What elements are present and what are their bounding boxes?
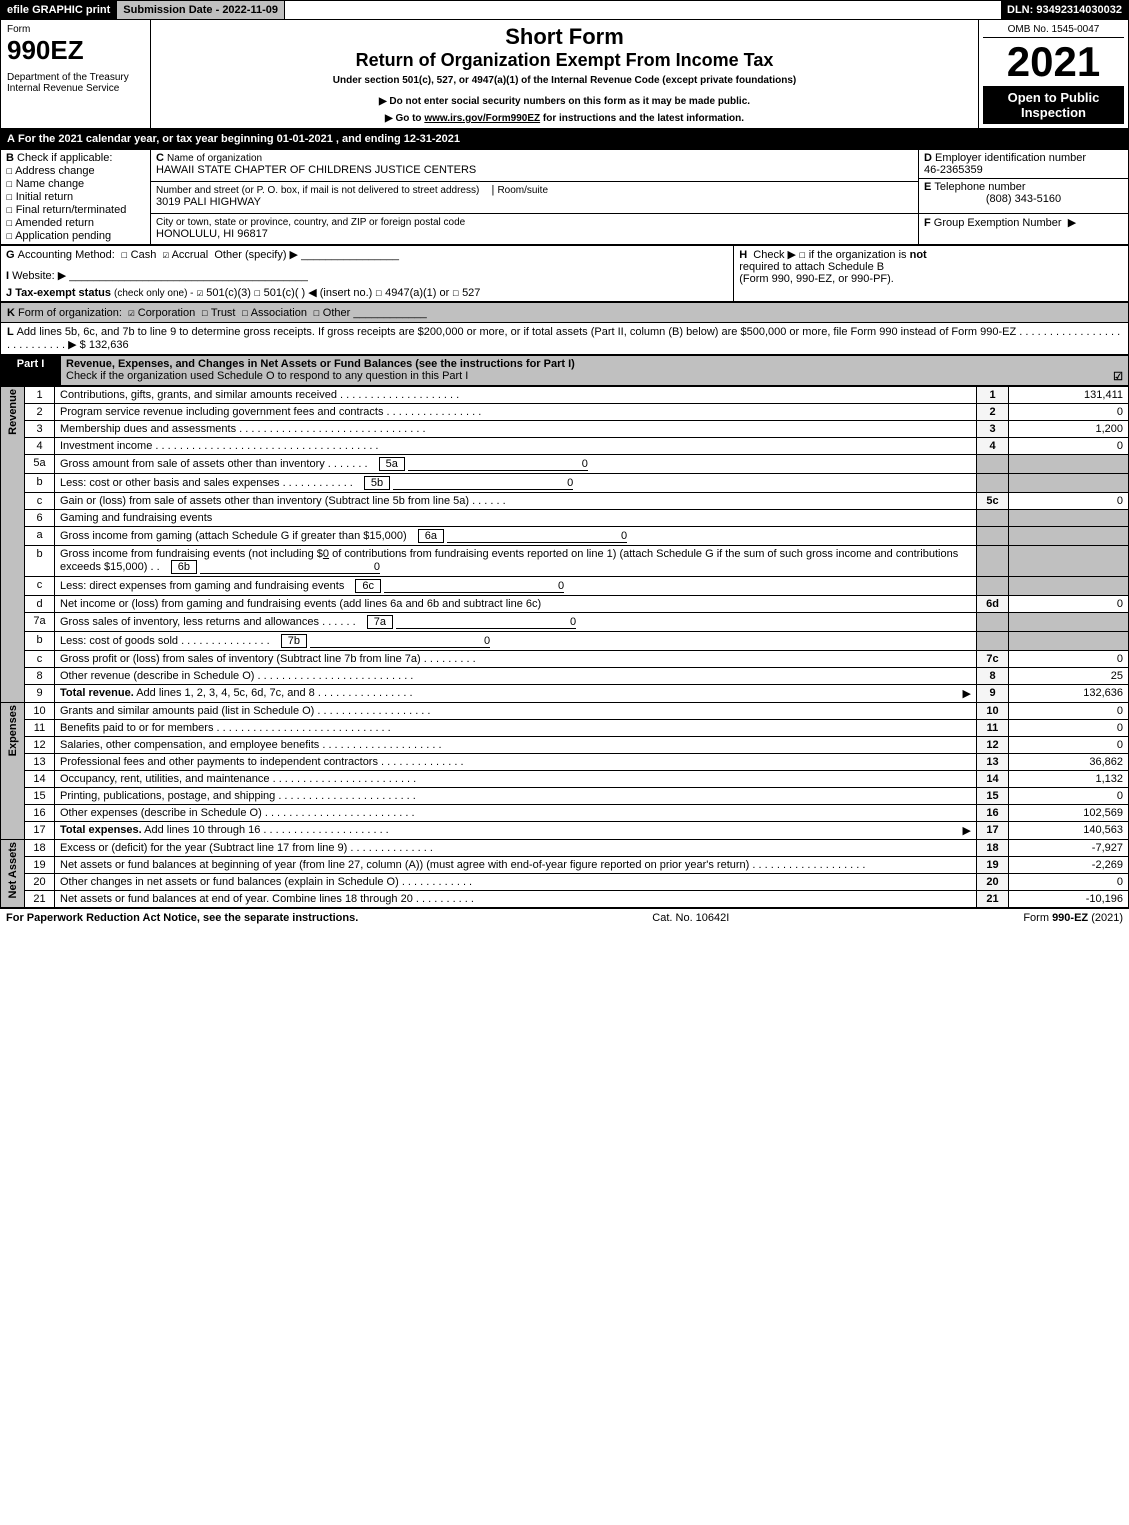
section-g: G Accounting Method: ☐ Cash ☑ Accrual Ot…	[1, 246, 734, 302]
form-number: 990EZ	[7, 35, 144, 66]
page-footer: For Paperwork Reduction Act Notice, see …	[0, 908, 1129, 927]
form-id-block: Form 990EZ Department of the Treasury In…	[1, 20, 151, 128]
net-assets-tab: Net Assets	[1, 840, 25, 908]
org-info-table: B Check if applicable: ☐ Address change …	[0, 149, 1129, 245]
expenses-tab: Expenses	[1, 703, 25, 840]
section-d-e: D Employer identification number 46-2365…	[919, 150, 1129, 214]
section-l: L Add lines 5b, 6c, and 7b to line 9 to …	[0, 323, 1129, 355]
goto-line: ▶ Go to www.irs.gov/Form990EZ for instru…	[155, 113, 974, 124]
part1-label: Part I	[1, 356, 61, 386]
top-bar: efile GRAPHIC print Submission Date - 20…	[0, 0, 1129, 20]
form-ref: Form 990-EZ (2021)	[1023, 912, 1123, 924]
dln: DLN: 93492314030032	[1001, 1, 1128, 19]
section-c-street: Number and street (or P. O. box, if mail…	[151, 182, 919, 214]
ssn-warning: ▶ Do not enter social security numbers o…	[155, 96, 974, 107]
short-form-title: Short Form	[155, 24, 974, 50]
irs: Internal Revenue Service	[7, 83, 144, 94]
form-word: Form	[7, 24, 144, 35]
section-f: F Group Exemption Number ▶	[919, 214, 1129, 245]
section-c-city: City or town, state or province, country…	[151, 214, 919, 245]
section-h: H Check ▶ ☐ if the organization is not r…	[734, 246, 1129, 302]
open-public: Open to Public Inspection	[983, 86, 1124, 124]
section-k: K Form of organization: ☑ Corporation ☐ …	[0, 302, 1129, 323]
tax-year: 2021	[983, 38, 1124, 86]
submission-date: Submission Date - 2022-11-09	[117, 1, 285, 19]
part1-header: Part I Revenue, Expenses, and Changes in…	[0, 355, 1129, 386]
section-b: B Check if applicable: ☐ Address change …	[1, 150, 151, 245]
part1-checkbox[interactable]: ☑	[1113, 370, 1123, 383]
efile-print[interactable]: efile GRAPHIC print	[1, 1, 117, 19]
revenue-tab: Revenue	[1, 387, 25, 703]
dept-treasury: Department of the Treasury	[7, 72, 144, 83]
year-block: OMB No. 1545-0047 2021 Open to Public In…	[978, 20, 1128, 128]
cat-no: Cat. No. 10642I	[652, 912, 729, 924]
irs-link[interactable]: www.irs.gov/Form990EZ	[424, 113, 540, 124]
title-block: Short Form Return of Organization Exempt…	[151, 20, 978, 128]
return-subtitle: Return of Organization Exempt From Incom…	[155, 50, 974, 71]
paperwork-notice: For Paperwork Reduction Act Notice, see …	[6, 912, 358, 924]
under-section: Under section 501(c), 527, or 4947(a)(1)…	[155, 75, 974, 86]
omb: OMB No. 1545-0047	[983, 24, 1124, 38]
section-c-name: C Name of organization HAWAII STATE CHAP…	[151, 150, 919, 182]
lines-table: Revenue 1 Contributions, gifts, grants, …	[0, 386, 1129, 908]
part1-heading: Revenue, Expenses, and Changes in Net As…	[61, 356, 1129, 386]
g-h-table: G Accounting Method: ☐ Cash ☑ Accrual Ot…	[0, 245, 1129, 302]
section-a: A For the 2021 calendar year, or tax yea…	[0, 129, 1129, 149]
